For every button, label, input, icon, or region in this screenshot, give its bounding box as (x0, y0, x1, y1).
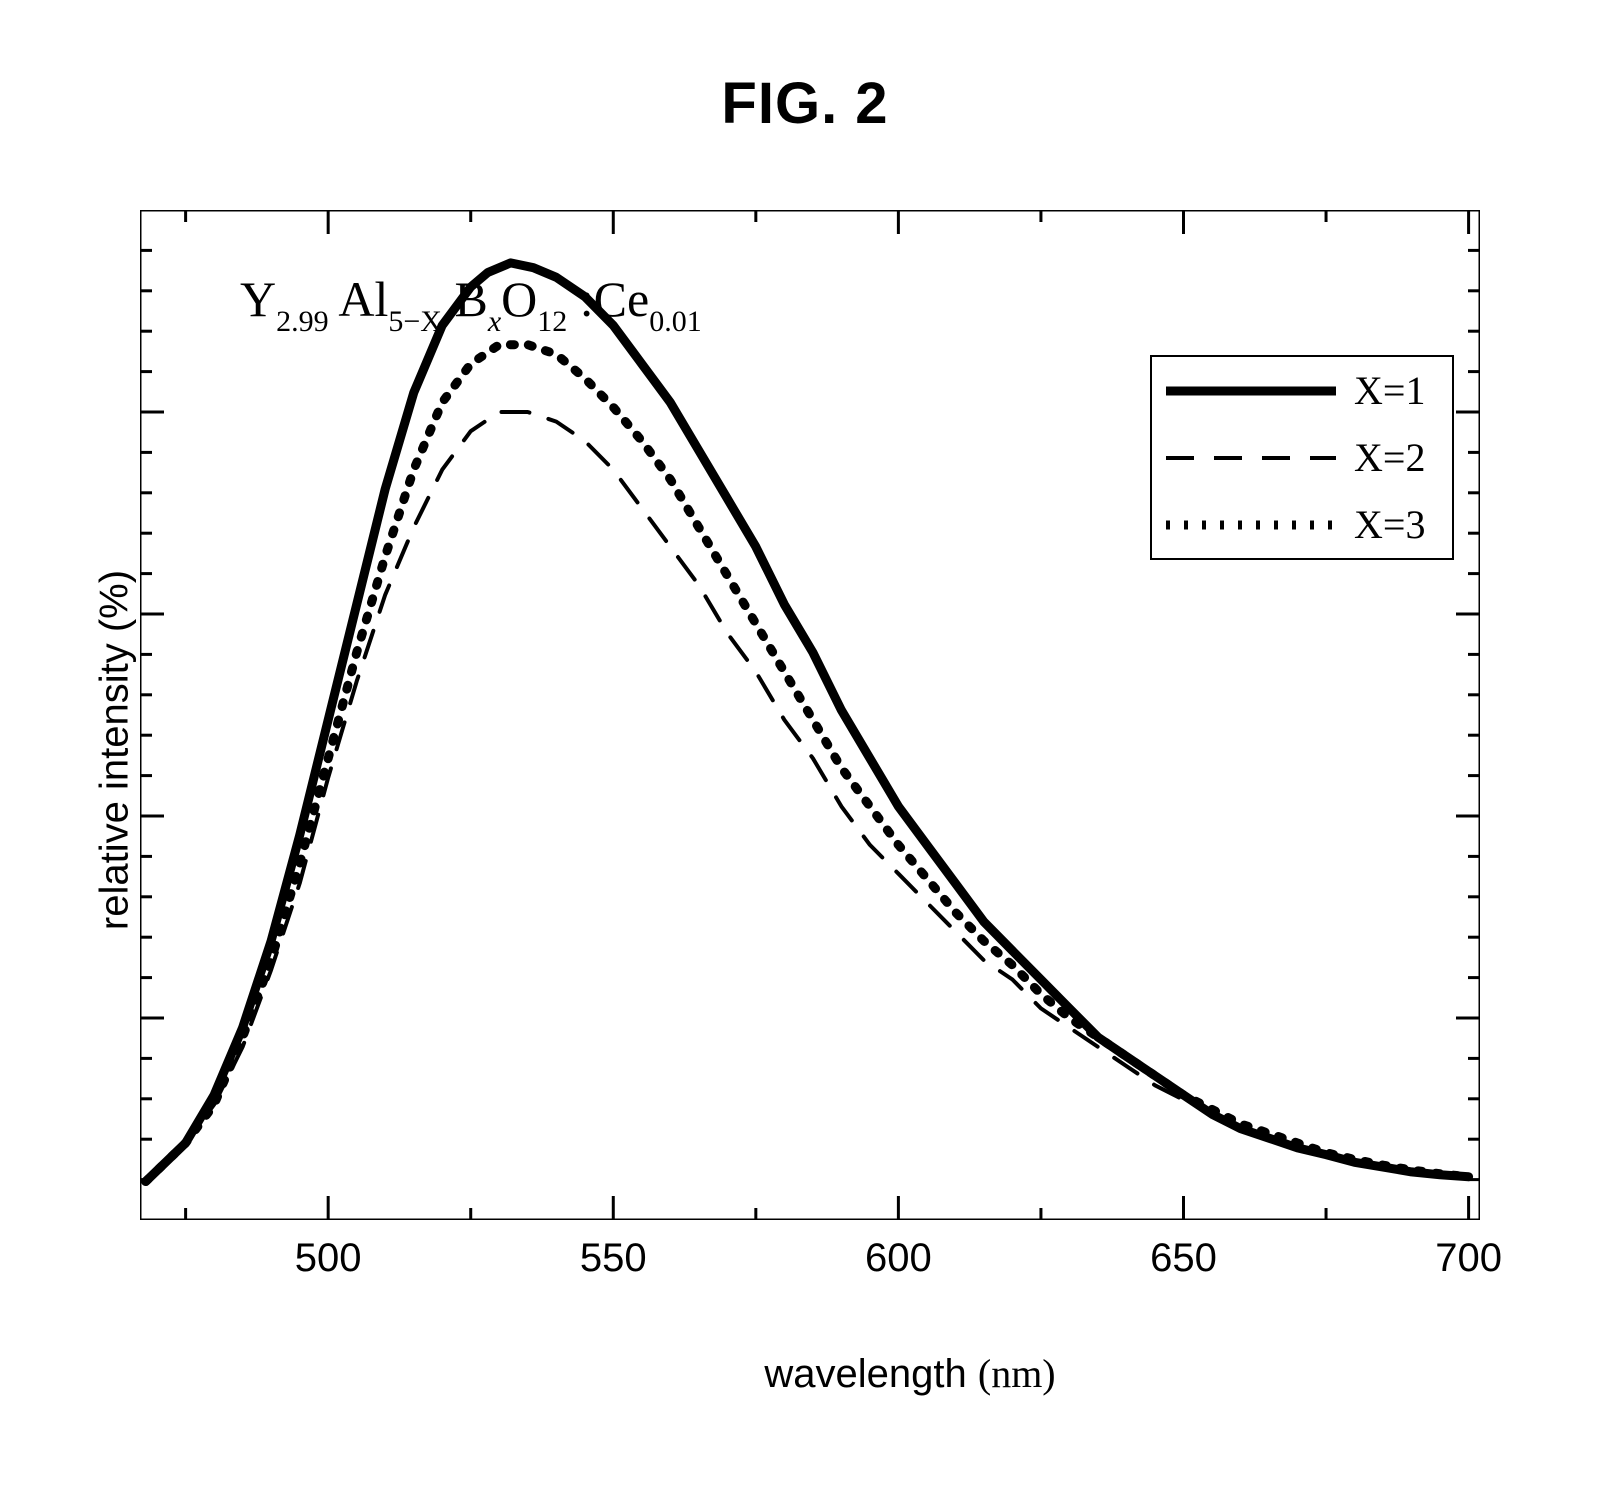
x-axis-label-text: wavelength (764, 1352, 966, 1396)
x-axis-unit: (nm) (978, 1351, 1056, 1396)
legend-label: X=3 (1354, 501, 1425, 548)
legend-item-x-1: X=1 (1152, 357, 1452, 424)
legend-item-x-2: X=2 (1152, 424, 1452, 491)
legend-label: X=2 (1354, 434, 1425, 481)
legend-item-x-3: X=3 (1152, 491, 1452, 558)
page: FIG. 2 relative intensity (%) Y2.99 Al5−… (0, 0, 1610, 1493)
x-tick-label: 600 (865, 1236, 932, 1281)
chemical-formula: Y2.99 Al5−X BxO12 :Ce0.01 (240, 270, 702, 335)
chart-container: Y2.99 Al5−X BxO12 :Ce0.01 X=1X=2X=3 5005… (140, 210, 1480, 1225)
legend-swatch (1166, 511, 1336, 539)
x-tick-label: 500 (295, 1236, 362, 1281)
x-tick-label: 650 (1150, 1236, 1217, 1281)
y-axis-label: relative intensity (%) (93, 570, 138, 930)
legend-label: X=1 (1354, 367, 1425, 414)
legend-swatch (1166, 444, 1336, 472)
x-tick-label: 700 (1435, 1236, 1502, 1281)
x-axis-label: wavelength (nm) (764, 1350, 1055, 1397)
legend-swatch (1166, 377, 1336, 405)
legend: X=1 X=2 X=3 (1150, 355, 1454, 560)
x-tick-label: 550 (580, 1236, 647, 1281)
figure-title: FIG. 2 (0, 70, 1610, 137)
